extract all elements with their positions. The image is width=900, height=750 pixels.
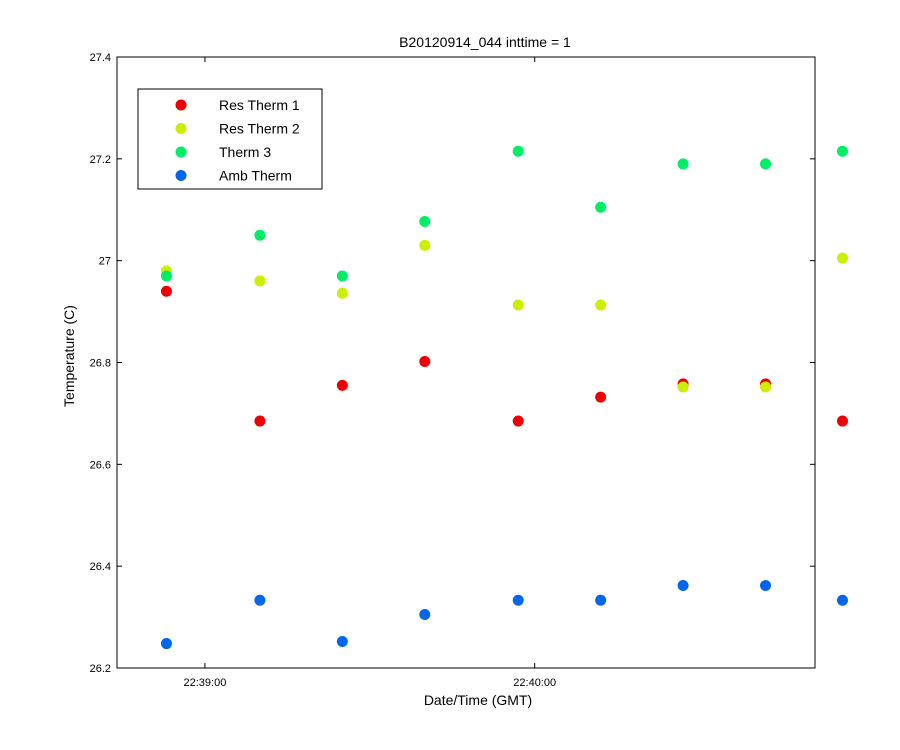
data-point xyxy=(595,299,607,311)
legend-marker xyxy=(175,170,187,181)
x-tick-label: 22:39:00 xyxy=(184,677,227,689)
data-point xyxy=(677,158,689,170)
y-axis: 26.2 26.4 26.6 26.8 27 27.2 27.4 xyxy=(90,52,815,675)
y-tick-label: 26.4 xyxy=(90,561,111,573)
series-therm-3 xyxy=(160,145,848,282)
data-point xyxy=(160,270,172,282)
data-point xyxy=(512,415,524,427)
legend-label: Therm 3 xyxy=(219,144,271,160)
legend-label: Res Therm 1 xyxy=(219,97,300,113)
y-tick-label: 27.2 xyxy=(90,154,111,166)
data-point xyxy=(836,145,848,157)
legend-label: Res Therm 2 xyxy=(219,121,300,137)
data-point xyxy=(336,270,348,282)
data-point xyxy=(760,381,772,393)
data-point xyxy=(419,609,431,621)
legend-marker xyxy=(175,123,187,134)
legend-box xyxy=(137,88,323,190)
x-axis-label: Date/Time (GMT) xyxy=(424,692,532,708)
data-point xyxy=(836,252,848,264)
chart-title: B20120914_044 inttime = 1 xyxy=(399,34,571,50)
data-point xyxy=(512,594,524,606)
data-point xyxy=(836,415,848,427)
y-tick-label: 26.6 xyxy=(90,459,111,471)
data-point xyxy=(677,580,689,592)
legend: Res Therm 1 Res Therm 2 Therm 3 Amb Therm xyxy=(137,88,323,190)
data-point xyxy=(419,239,431,251)
data-point xyxy=(254,594,266,606)
data-point xyxy=(512,145,524,157)
x-tick-label: 22:40:00 xyxy=(513,677,556,689)
data-point xyxy=(254,275,266,287)
data-point xyxy=(160,285,172,297)
data-point xyxy=(419,215,431,227)
y-axis-label: Temperature (C) xyxy=(61,305,77,407)
legend-marker xyxy=(175,99,187,111)
x-axis: 22:39:00 22:40:00 xyxy=(184,57,556,689)
data-point xyxy=(419,355,431,367)
data-point xyxy=(336,379,348,391)
data-point xyxy=(254,229,266,241)
y-tick-label: 26.2 xyxy=(90,663,111,675)
series-res-therm-2 xyxy=(160,239,848,393)
data-point xyxy=(760,158,772,170)
y-tick-label: 27 xyxy=(99,256,111,268)
y-tick-label: 27.4 xyxy=(90,52,111,64)
data-point xyxy=(160,638,172,650)
data-point xyxy=(254,415,266,427)
data-points xyxy=(160,145,848,650)
data-point xyxy=(760,580,772,592)
data-point xyxy=(595,201,607,213)
legend-marker xyxy=(175,146,187,158)
data-point xyxy=(336,287,348,299)
y-tick-label: 26.8 xyxy=(90,358,111,370)
data-point xyxy=(836,594,848,606)
data-point xyxy=(595,594,607,606)
series-amb-therm xyxy=(160,580,848,650)
data-point xyxy=(512,299,524,311)
data-point xyxy=(336,636,348,648)
legend-label: Amb Therm xyxy=(219,168,292,184)
data-point xyxy=(595,391,607,403)
data-point xyxy=(677,381,689,393)
